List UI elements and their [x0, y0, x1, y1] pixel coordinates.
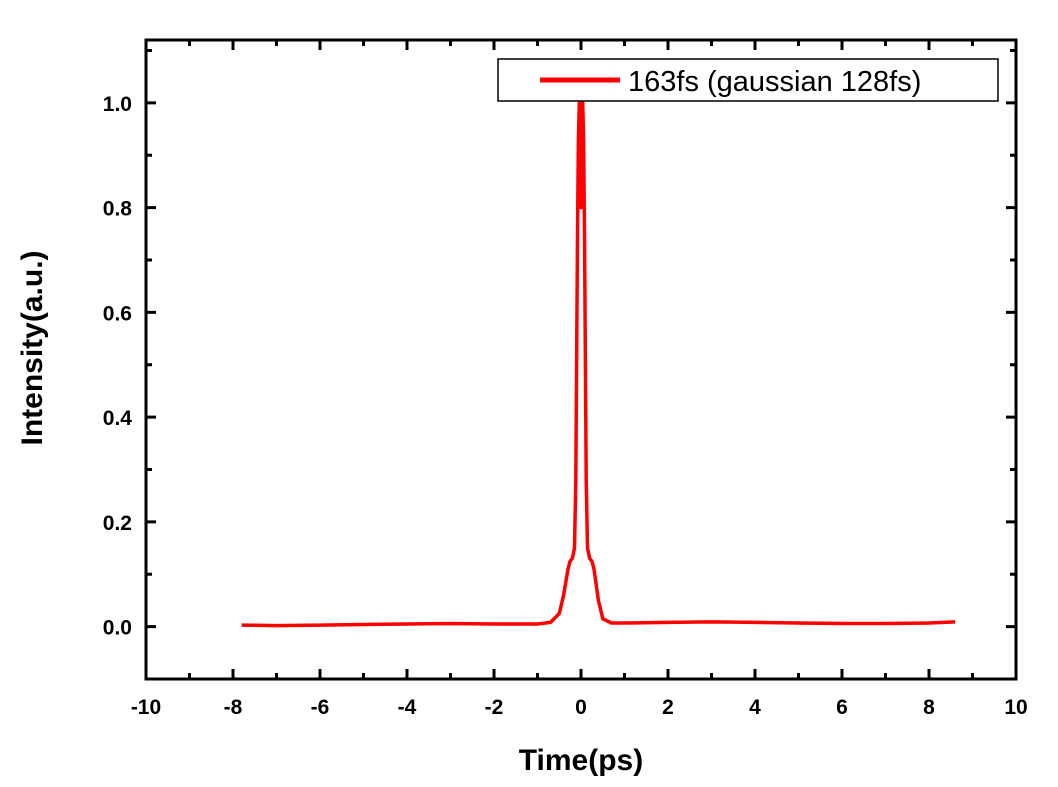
x-tick-label: -2 [485, 696, 504, 719]
y-tick-label: 0.8 [103, 198, 133, 221]
y-tick-label: 0.2 [103, 512, 132, 535]
y-tick-label: 1.0 [103, 93, 132, 116]
x-tick-label: 6 [836, 696, 848, 719]
y-axis-title: Intensity(a.u.) [16, 250, 49, 445]
x-tick-label: 4 [749, 696, 761, 719]
legend-label: 163fs (gaussian 128fs) [628, 66, 921, 98]
x-tick-label: -10 [131, 696, 161, 719]
series-line-0 [241, 101, 956, 628]
x-tick-label: -8 [224, 696, 243, 719]
plot-area [241, 101, 956, 628]
y-tick-label: 0.4 [103, 407, 133, 430]
x-axis-title: Time(ps) [519, 744, 643, 777]
legend: 163fs (gaussian 128fs) [497, 58, 999, 102]
x-tick-label: 0 [575, 696, 587, 719]
x-tick-label: 8 [923, 696, 935, 719]
y-tick-label: 0.0 [103, 617, 132, 640]
x-tick-label: 10 [1004, 696, 1027, 719]
x-tick-label: -4 [398, 696, 417, 719]
y-tick-label: 0.6 [103, 302, 132, 325]
axes: -10 -8 -6 -4 -2 0 2 4 6 8 10 0.0 0.2 0.4 0.6 0.8 1.0 [103, 38, 1028, 719]
x-tick-label: -6 [311, 696, 330, 719]
x-tick-label: 2 [662, 696, 674, 719]
